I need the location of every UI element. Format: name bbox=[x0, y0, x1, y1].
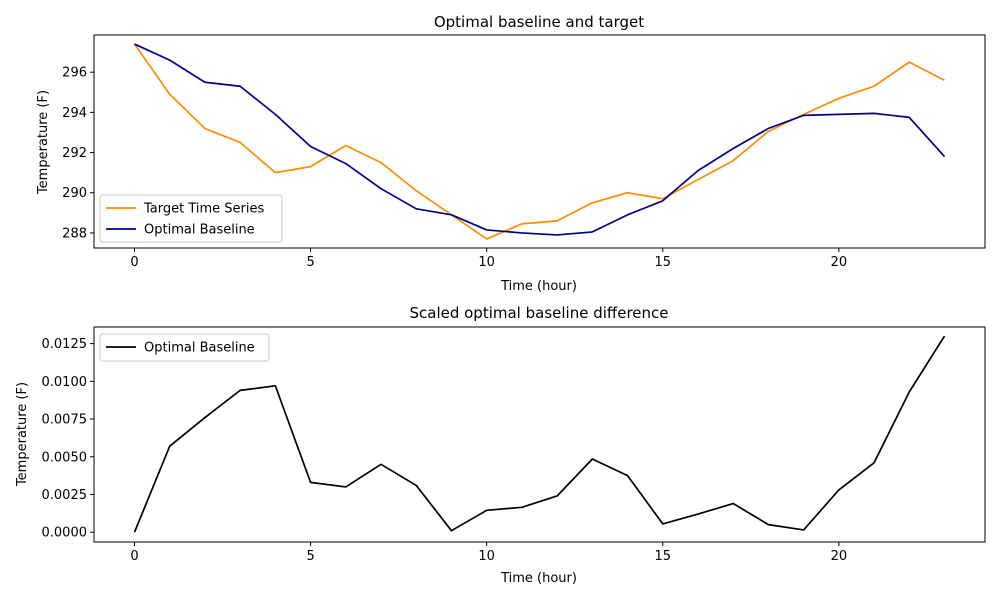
chart-top-x-label: Time (hour) bbox=[500, 279, 577, 294]
chart-bottom-x-tick-label: 5 bbox=[306, 549, 314, 564]
chart-bottom-legend: Optimal Baseline bbox=[99, 333, 270, 362]
chart-top-title: Optimal baseline and target bbox=[434, 13, 644, 31]
chart-top-x-tick-label: 10 bbox=[478, 255, 495, 270]
chart-top-y-tick-label: 296 bbox=[62, 66, 87, 81]
chart-top-series-line-1 bbox=[134, 43, 946, 236]
chart-top-x-tick-label: 20 bbox=[831, 255, 848, 270]
chart-bottom-x-tick-label: 15 bbox=[654, 549, 671, 564]
chart-bottom-y-tick-label: 0.0025 bbox=[42, 488, 88, 503]
chart-top-y-tick-label: 290 bbox=[62, 186, 87, 201]
chart-top-y-tick-label: 288 bbox=[62, 226, 87, 241]
chart-bottom-x-tick-label: 20 bbox=[831, 549, 848, 564]
chart-top-series-line-0 bbox=[133, 43, 945, 240]
chart-bottom-y-tick-label: 0.0050 bbox=[42, 450, 88, 465]
chart-bottom-x-tick-label: 0 bbox=[130, 549, 138, 564]
chart-top-x-tick-label: 5 bbox=[306, 255, 314, 270]
chart-bottom: Scaled optimal baseline difference 0 5 10 1… bbox=[15, 304, 986, 586]
chart-bottom-axes-frame bbox=[93, 326, 986, 543]
chart-top-y-tick-label: 292 bbox=[62, 146, 87, 161]
chart-bottom-y-tick-label: 0.0000 bbox=[42, 526, 88, 541]
chart-bottom-title: Scaled optimal baseline difference bbox=[409, 304, 668, 322]
chart-bottom-y-tick-label: 0.0100 bbox=[42, 375, 88, 390]
chart-top-y-label: Temperature (F) bbox=[36, 90, 51, 195]
chart-bottom-y-label: Temperature (F) bbox=[15, 382, 30, 487]
chart-bottom-x-label: Time (hour) bbox=[500, 571, 577, 586]
chart-bottom-y-tick-label: 0.0125 bbox=[42, 337, 88, 352]
chart-bottom-legend-label-0: Optimal Baseline bbox=[144, 341, 255, 356]
chart-top-y-tick-label: 294 bbox=[62, 106, 87, 121]
chart-bottom-y-tick-label: 0.0075 bbox=[42, 413, 88, 428]
chart-top: Optimal baseline and target 0 5 10 15 20 288 2… bbox=[36, 13, 986, 294]
chart-top-legend-frame bbox=[99, 194, 283, 243]
chart-bottom-x-tick-label: 10 bbox=[478, 549, 495, 564]
chart-top-x-tick-label: 0 bbox=[130, 255, 138, 270]
chart-bottom-series-line-0 bbox=[133, 335, 946, 533]
chart-top-legend-label-1: Optimal Baseline bbox=[144, 223, 255, 238]
chart-top-axes-frame bbox=[93, 34, 986, 249]
chart-bottom-legend-frame bbox=[99, 333, 270, 362]
chart-top-x-tick-label: 15 bbox=[654, 255, 671, 270]
chart-top-legend-label-0: Target Time Series bbox=[143, 202, 265, 217]
chart-top-legend: Target Time Series Optimal Baseline bbox=[99, 194, 283, 243]
